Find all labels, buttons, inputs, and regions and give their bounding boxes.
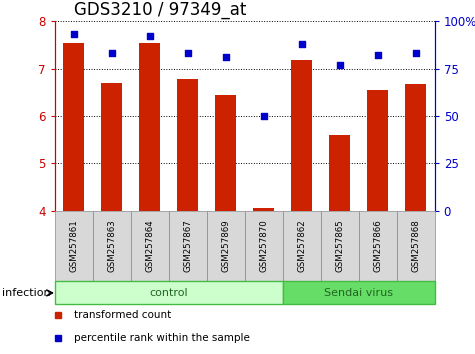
Bar — [131, 211, 169, 281]
Bar — [169, 211, 207, 281]
Text: control: control — [149, 288, 188, 298]
Bar — [405, 84, 426, 211]
Bar — [55, 281, 283, 304]
Text: infection: infection — [2, 288, 51, 298]
Point — [184, 51, 191, 56]
Text: GSM257864: GSM257864 — [145, 219, 154, 273]
Text: GSM257868: GSM257868 — [411, 219, 420, 273]
Bar — [55, 211, 93, 281]
Text: GSM257861: GSM257861 — [69, 219, 78, 273]
Bar — [397, 211, 435, 281]
Bar — [207, 211, 245, 281]
Point — [70, 32, 77, 37]
Point — [146, 34, 153, 39]
Point — [260, 113, 267, 119]
Bar — [283, 281, 435, 304]
Point — [412, 51, 419, 56]
Text: GSM257865: GSM257865 — [335, 219, 344, 273]
Point — [374, 52, 381, 58]
Bar — [367, 90, 388, 211]
Text: Sendai virus: Sendai virus — [324, 288, 393, 298]
Bar — [283, 211, 321, 281]
Point — [108, 51, 115, 56]
Bar — [63, 42, 84, 211]
Bar — [329, 135, 350, 211]
Bar — [101, 83, 122, 211]
Point — [336, 62, 343, 68]
Bar — [253, 208, 274, 211]
Bar — [321, 211, 359, 281]
Point — [298, 41, 305, 47]
Text: GSM257866: GSM257866 — [373, 219, 382, 273]
Text: GDS3210 / 97349_at: GDS3210 / 97349_at — [74, 1, 246, 18]
Bar — [215, 95, 236, 211]
Text: GSM257869: GSM257869 — [221, 220, 230, 272]
Bar — [93, 211, 131, 281]
Bar — [177, 79, 198, 211]
Text: GSM257870: GSM257870 — [259, 219, 268, 273]
Bar — [245, 211, 283, 281]
Bar — [359, 211, 397, 281]
Text: GSM257862: GSM257862 — [297, 219, 306, 273]
Point — [222, 55, 229, 60]
Text: GSM257863: GSM257863 — [107, 219, 116, 273]
Bar — [139, 42, 160, 211]
Text: percentile rank within the sample: percentile rank within the sample — [74, 333, 249, 343]
Text: GSM257867: GSM257867 — [183, 219, 192, 273]
Bar — [291, 60, 312, 211]
Text: transformed count: transformed count — [74, 309, 171, 320]
